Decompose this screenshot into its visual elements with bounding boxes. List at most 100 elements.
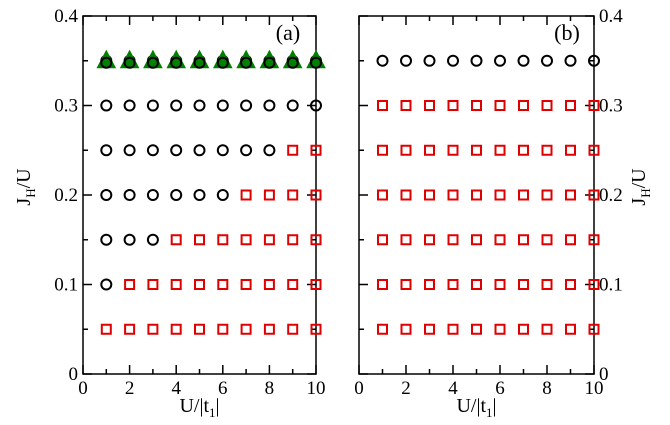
square-marker (400, 144, 412, 156)
circle-marker (564, 54, 577, 67)
square-marker (263, 279, 275, 290)
y-tick-label: 0.1 (599, 275, 623, 296)
square-marker (518, 100, 529, 111)
circle-marker (193, 144, 206, 157)
square-marker (240, 189, 252, 201)
square-marker (447, 144, 459, 156)
circle-marker (286, 99, 299, 112)
square-marker (263, 189, 275, 201)
y-tick-label: 0.2 (599, 185, 623, 206)
square-marker (494, 144, 506, 156)
circle-marker (193, 99, 206, 112)
square-marker (494, 234, 506, 246)
square-marker (124, 323, 136, 335)
circle-marker (146, 189, 159, 201)
circle-marker (123, 189, 136, 201)
y-tick-label: 0.1 (54, 275, 78, 296)
square-marker (565, 144, 576, 156)
square-marker (170, 234, 182, 246)
x-tick-label: 6 (495, 378, 505, 399)
circle-marker (146, 144, 159, 157)
circle-marker (263, 56, 276, 69)
plot-frame (358, 15, 595, 375)
square-marker (377, 144, 388, 156)
square-marker (310, 144, 322, 156)
square-marker (565, 279, 576, 290)
square-marker (263, 234, 275, 246)
square-marker (565, 323, 576, 335)
circle-marker (146, 56, 159, 69)
circle-marker (470, 54, 483, 67)
circle-marker (216, 56, 229, 69)
circle-marker (170, 56, 183, 69)
square-marker (217, 279, 229, 290)
circle-marker (170, 99, 183, 112)
square-marker (400, 234, 412, 246)
x-tick-label: 10 (307, 378, 326, 399)
circle-marker (494, 54, 506, 67)
square-marker (310, 234, 322, 246)
square-marker (494, 323, 506, 335)
circle-marker (286, 56, 299, 69)
square-marker (565, 234, 576, 246)
square-marker (494, 100, 506, 111)
y-tick-label: 0.4 (599, 6, 623, 27)
triangle-marker (282, 49, 303, 69)
square-marker (124, 279, 136, 290)
square-marker (147, 323, 159, 335)
x-tick-label: 4 (448, 378, 458, 399)
triangle-marker (119, 49, 140, 69)
circle-marker (100, 144, 113, 157)
square-marker (565, 189, 576, 201)
triangle-marker (143, 49, 163, 69)
square-marker (518, 144, 529, 156)
circle-marker (100, 99, 113, 112)
square-marker (541, 234, 553, 246)
square-marker (447, 100, 459, 111)
square-marker (377, 100, 388, 111)
x-tick-label: 6 (218, 378, 228, 399)
circle-marker (240, 144, 253, 157)
circle-marker (146, 99, 159, 112)
square-marker (424, 234, 435, 246)
square-marker (588, 189, 600, 201)
square-marker (424, 189, 435, 201)
panel-a: 0 2 4 6 8 10 0 0.1 0.2 0.3 0.4 U/|t1| JH/U (a) (13, 6, 326, 420)
square-marker (471, 144, 482, 156)
x-axis-label: U/|t1| (456, 395, 496, 420)
square-marker (424, 323, 435, 335)
square-marker (194, 323, 205, 335)
square-marker (565, 100, 576, 111)
square-marker (471, 189, 482, 201)
square-marker (240, 323, 252, 335)
square-marker (471, 279, 482, 290)
square-marker (287, 279, 299, 290)
square-marker (541, 189, 553, 201)
panel-label: (b) (554, 20, 580, 45)
square-marker (588, 144, 600, 156)
square-marker (377, 234, 388, 246)
circle-marker (310, 56, 322, 69)
square-marker (310, 279, 322, 290)
y-tick-label: 0 (599, 364, 609, 385)
circle-marker (263, 144, 276, 157)
circle-marker (263, 99, 276, 112)
circle-marker (123, 233, 136, 246)
triangle-marker (259, 49, 280, 69)
circle-marker (216, 99, 229, 112)
circle-marker (123, 56, 136, 69)
square-marker (194, 279, 205, 290)
square-marker (400, 323, 412, 335)
circle-marker (588, 54, 600, 67)
square-marker (287, 323, 299, 335)
triangle-marker (166, 49, 187, 69)
circle-marker (193, 189, 206, 201)
square-marker (400, 279, 412, 290)
x-tick-label: 10 (585, 378, 604, 399)
circle-marker (376, 54, 389, 67)
circle-marker (193, 56, 206, 69)
plot-frame (82, 15, 317, 375)
square-marker (424, 100, 435, 111)
circle-marker (170, 144, 183, 157)
